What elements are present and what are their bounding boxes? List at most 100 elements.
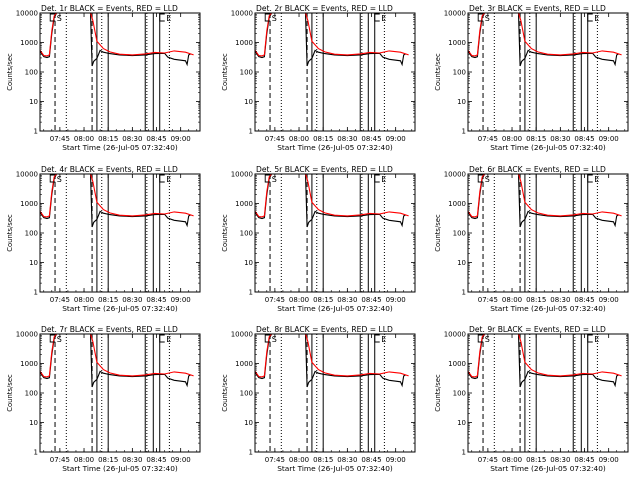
y-tick-label: 1 [462,449,466,457]
x-tick-label: 08:30 [122,296,142,304]
x-tick-label: 07:45 [265,135,285,143]
x-axis-label: Start Time (26-Jul-05 07:32:40) [490,304,606,313]
y-tick-label: 100 [240,390,253,398]
x-tick-label: 08:15 [526,456,546,464]
x-tick-label: 08:00 [74,296,94,304]
bracket-label: S [57,14,62,23]
bracket-mark [477,13,484,22]
plot-frame [467,173,629,293]
y-axis-label: Counts/sec [221,374,229,412]
y-tick-label: 1000 [235,360,253,368]
x-tick-label: 08:00 [502,456,522,464]
x-tick-label: 09:00 [171,456,191,464]
y-tick-label: 10000 [444,171,466,179]
y-tick-label: 10000 [16,171,38,179]
plot-frame [39,12,201,132]
bracket-label: S [485,14,490,23]
bracket-mark [264,174,271,183]
x-axis-label: Start Time (26-Jul-05 07:32:40) [62,304,178,313]
y-axis-label: Counts/sec [434,214,442,252]
bracket-mark [374,334,380,343]
lld-series-line [255,13,409,57]
x-tick-label: 08:45 [146,135,166,143]
y-tick-label: 1 [34,449,38,457]
x-tick-label: 08:00 [74,456,94,464]
panel-data-area [255,13,409,131]
panel-title: Det. 3r BLACK = Events, RED = LLD [469,4,606,13]
bracket-label: E [594,175,599,184]
y-tick-label: 100 [453,69,466,77]
x-tick-label: 08:00 [502,296,522,304]
bracket-label: S [272,335,277,344]
bracket-mark [587,174,593,183]
x-tick-label: 08:30 [550,296,570,304]
x-axis-label: Start Time (26-Jul-05 07:32:40) [490,464,606,473]
y-tick-label: 10000 [444,10,466,18]
x-tick-label: 08:30 [337,135,357,143]
x-tick-label: 09:00 [599,296,619,304]
x-tick-label: 08:45 [361,296,381,304]
x-tick-label: 08:30 [550,456,570,464]
y-tick-label: 10 [29,98,38,106]
y-tick-label: 10 [457,259,466,267]
x-tick-label: 09:00 [171,135,191,143]
plot-frame [467,333,629,453]
x-tick-label: 09:00 [171,296,191,304]
x-tick-label: 08:00 [289,296,309,304]
x-tick-label: 07:45 [265,296,285,304]
y-tick-label: 1 [462,128,466,136]
y-tick-label: 100 [240,69,253,77]
y-tick-label: 1000 [20,360,38,368]
x-axis-label: Start Time (26-Jul-05 07:32:40) [490,143,606,152]
lld-series-line [255,334,409,378]
x-tick-label: 08:15 [526,296,546,304]
y-tick-label: 10000 [444,331,466,339]
x-tick-label: 07:45 [478,296,498,304]
x-tick-label: 08:45 [146,456,166,464]
y-tick-label: 10000 [231,331,253,339]
y-tick-label: 1 [34,289,38,297]
bracket-mark [477,174,484,183]
lld-series-line [40,334,194,378]
x-tick-label: 08:30 [122,456,142,464]
panel-data-area [255,174,409,292]
panel-data-area [255,334,409,452]
panel-title: Det. 4r BLACK = Events, RED = LLD [41,165,178,174]
x-axis-label: Start Time (26-Jul-05 07:32:40) [62,143,178,152]
y-tick-label: 1000 [235,200,253,208]
y-tick-label: 1000 [20,200,38,208]
lld-series-line [40,174,194,218]
lld-series-line [40,13,194,57]
x-tick-label: 08:00 [289,456,309,464]
y-axis-label: Counts/sec [6,374,14,412]
y-tick-label: 1 [249,128,253,136]
x-tick-label: 08:45 [361,135,381,143]
y-tick-label: 100 [240,230,253,238]
x-tick-label: 08:45 [574,135,594,143]
x-tick-label: 08:45 [361,456,381,464]
x-tick-label: 08:15 [98,296,118,304]
bracket-mark [159,174,165,183]
x-tick-label: 08:30 [122,135,142,143]
bracket-mark [159,334,165,343]
y-axis-label: Counts/sec [434,53,442,91]
bracket-label: S [272,14,277,23]
y-axis-label: Counts/sec [6,214,14,252]
x-axis-label: Start Time (26-Jul-05 07:32:40) [277,304,393,313]
y-tick-label: 100 [25,69,38,77]
y-tick-label: 10 [244,98,253,106]
bracket-mark [477,334,484,343]
bracket-label: S [485,335,490,344]
x-tick-label: 09:00 [386,456,406,464]
y-tick-label: 10000 [16,10,38,18]
x-axis-label: Start Time (26-Jul-05 07:32:40) [62,464,178,473]
y-axis-label: Counts/sec [221,53,229,91]
panel-title: Det. 5r BLACK = Events, RED = LLD [256,165,393,174]
plot-frame [254,173,416,293]
y-tick-label: 100 [453,390,466,398]
bracket-label: S [485,175,490,184]
bracket-mark [49,174,56,183]
